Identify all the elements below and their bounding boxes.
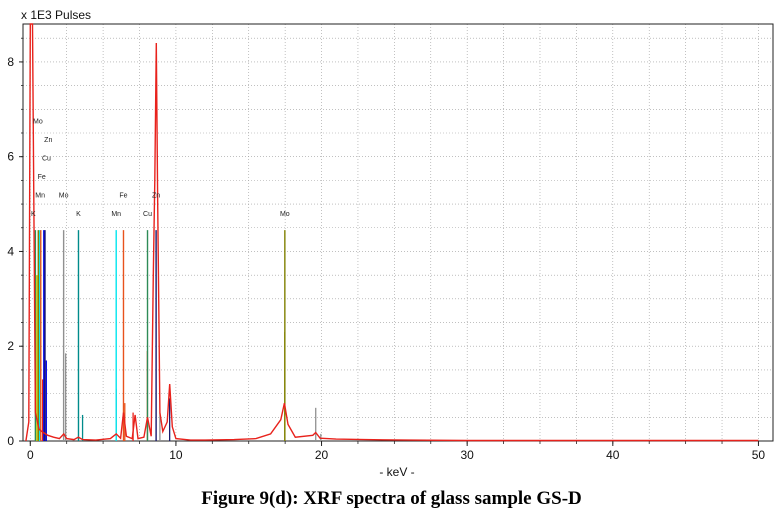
element-label-k: K [31, 211, 36, 218]
element-label-cu: Cu [143, 211, 152, 218]
y-tick-label: 0 [7, 434, 14, 448]
element-label-k: K [76, 211, 81, 218]
x-tick-label: 30 [460, 448, 474, 462]
y-tick-label: 8 [7, 55, 14, 69]
y-tick-label: 6 [7, 150, 14, 164]
element-label-zn: Zn [44, 137, 52, 144]
element-label-zn: Zn [152, 193, 160, 200]
xrf-spectrum-chart: 0 10 20 30 40 50 0 2 4 6 8 K Mo Mn Fe Cu Zn Mo K Mn Fe Cu Zn M… [7, 8, 774, 479]
x-tick-label: 20 [315, 448, 329, 462]
element-label-mo: Mo [59, 193, 69, 200]
axis-ticks: 0 10 20 30 40 50 0 2 4 6 8 [7, 37, 766, 462]
element-label-mo: Mo [280, 211, 290, 218]
x-axis-label: - keV - [379, 465, 414, 479]
element-label-mn: Mn [111, 211, 121, 218]
element-label-fe: Fe [38, 174, 46, 181]
element-labels: K Mo Mn Fe Cu Zn Mo K Mn Fe Cu Zn Mo [31, 119, 290, 218]
spectrum [25, 23, 759, 442]
x-tick-label: 0 [27, 448, 34, 462]
plot-frame [22, 23, 774, 442]
element-label-mn: Mn [35, 193, 45, 200]
element-lines [34, 230, 322, 441]
x-tick-label: 50 [752, 448, 766, 462]
y-tick-label: 4 [7, 244, 14, 258]
element-label-cu: Cu [42, 156, 51, 163]
y-axis-label: x 1E3 Pulses [21, 8, 91, 22]
x-tick-label: 40 [606, 448, 620, 462]
element-label-mo: Mo [33, 119, 43, 126]
x-tick-label: 10 [169, 448, 183, 462]
figure-caption: Figure 9(d): XRF spectra of glass sample… [201, 488, 582, 509]
y-tick-label: 2 [7, 339, 14, 353]
element-label-fe: Fe [119, 193, 127, 200]
grid [23, 24, 773, 441]
spectrum-line [25, 23, 759, 442]
